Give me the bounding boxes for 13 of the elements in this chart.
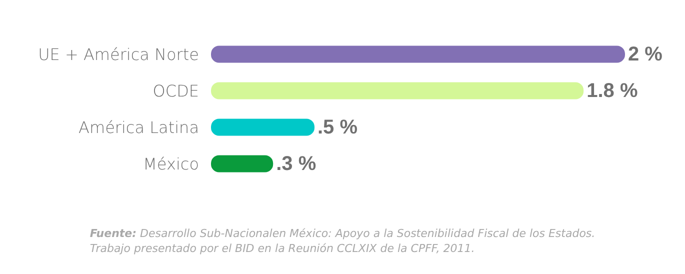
y-tick-label: América Latina [78, 118, 199, 137]
y-tick-label: OCDE [152, 81, 199, 100]
data-label: .5 % [318, 116, 358, 138]
source-note: Fuente: Desarrollo Sub-Nacionalen México: Apoyo a la Sostenibilidad Fiscal de los Estados. Trabajo presentado por el BID en la Reunión CCLXIX de la CPFF, 2011. [90, 227, 596, 255]
bar [211, 118, 314, 136]
y-tick-label: México [143, 154, 199, 174]
data-label: .3 % [276, 152, 316, 175]
bar [211, 46, 625, 63]
bar [211, 82, 584, 100]
bar [211, 155, 274, 172]
data-label: 1.8 % [586, 80, 638, 102]
data-label: 2 % [628, 43, 663, 66]
y-tick-label: UE + América Norte [38, 44, 199, 64]
